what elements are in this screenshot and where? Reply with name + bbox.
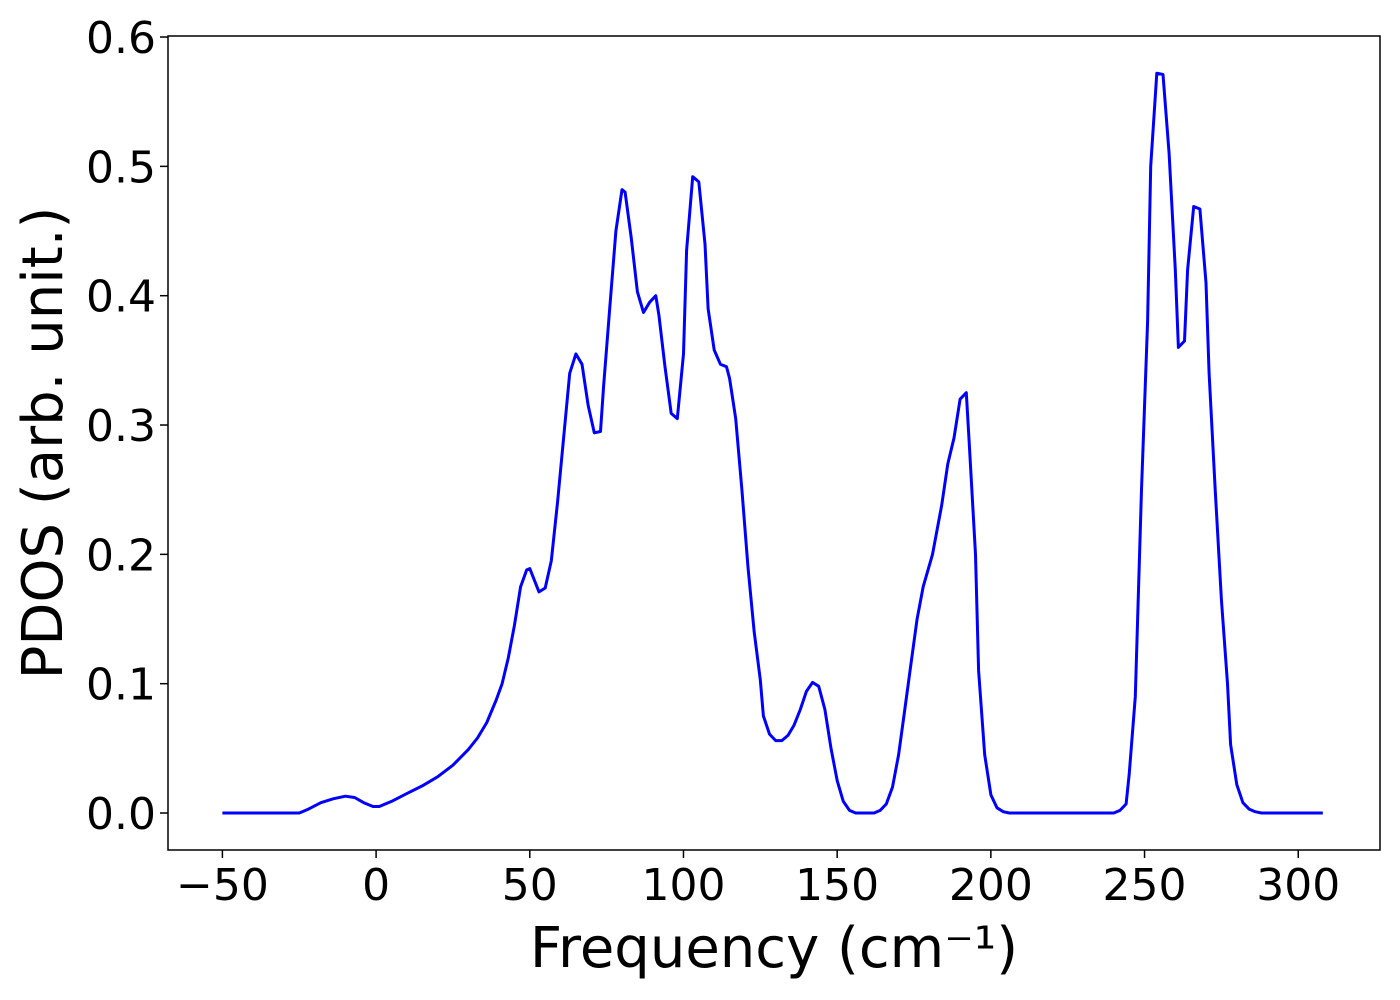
y-axis-label: PDOS (arb. unit.) — [11, 207, 76, 680]
y-tick-label: 0.6 — [86, 13, 156, 64]
x-tick-label: 150 — [795, 860, 879, 911]
x-tick-label: 100 — [641, 860, 725, 911]
y-tick-label: 0.2 — [86, 530, 156, 581]
x-tick-label: 250 — [1103, 860, 1187, 911]
x-axis-label: Frequency (cm⁻¹) — [530, 916, 1018, 981]
y-tick-label: 0.1 — [86, 660, 156, 711]
y-tick-label: 0.3 — [86, 401, 156, 452]
plot-frame — [167, 35, 1381, 851]
data-line — [222, 71, 1323, 815]
y-tick-label: 0.4 — [86, 272, 156, 323]
x-tick-label: 0 — [362, 860, 390, 911]
y-tick-label: 0.5 — [86, 142, 156, 193]
x-tick-label: 50 — [502, 860, 558, 911]
x-tick-label: −50 — [176, 860, 269, 911]
x-tick-label: 300 — [1256, 860, 1340, 911]
y-tick-label: 0.0 — [86, 789, 156, 840]
x-tick-label: 200 — [949, 860, 1033, 911]
